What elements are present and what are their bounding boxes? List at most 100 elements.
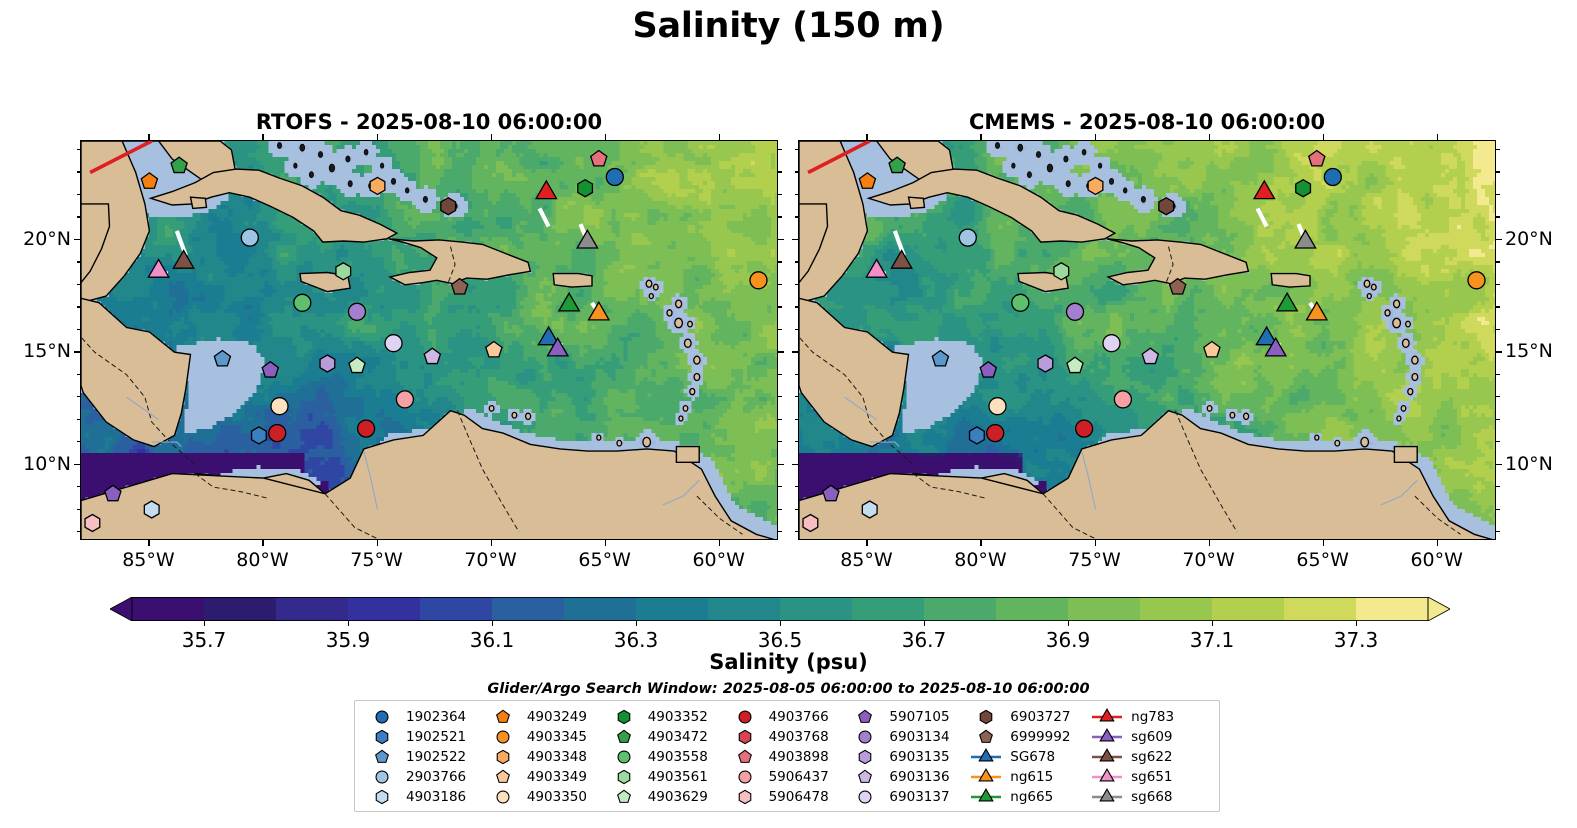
legend-item[interactable]: 2903766 — [365, 767, 486, 787]
legend-item[interactable]: 4903249 — [486, 707, 607, 727]
map-marker[interactable] — [143, 500, 160, 519]
map-marker[interactable] — [1203, 340, 1221, 358]
map-marker[interactable] — [986, 423, 1005, 443]
map-marker[interactable] — [250, 426, 267, 445]
legend-item[interactable]: ng615 — [969, 767, 1090, 787]
map-marker[interactable] — [1295, 178, 1312, 198]
legend-item[interactable]: ng783 — [1090, 707, 1211, 727]
map-marker[interactable] — [104, 484, 122, 502]
map-marker[interactable] — [861, 500, 878, 519]
map-marker[interactable] — [335, 262, 352, 281]
map-marker[interactable] — [557, 291, 581, 312]
map-marker[interactable] — [968, 426, 985, 445]
map-marker[interactable] — [979, 360, 998, 378]
map-marker[interactable] — [395, 390, 415, 409]
map-marker[interactable] — [1168, 277, 1187, 295]
legend-item[interactable]: ng665 — [969, 787, 1090, 807]
legend-item[interactable]: 4903348 — [486, 747, 607, 767]
map-marker[interactable] — [589, 149, 608, 167]
map-marker[interactable] — [268, 423, 287, 443]
map-marker[interactable] — [1264, 336, 1288, 357]
legend-item[interactable]: 4903345 — [486, 727, 607, 747]
map-marker[interactable] — [587, 300, 611, 321]
map-marker[interactable] — [384, 334, 403, 353]
legend-item[interactable]: 4903766 — [728, 707, 849, 727]
map-marker[interactable] — [170, 156, 188, 174]
legend-item[interactable]: 6903134 — [848, 727, 969, 747]
map-marker[interactable] — [213, 349, 232, 367]
map-marker[interactable] — [1074, 419, 1094, 438]
map-marker[interactable] — [537, 325, 560, 346]
map-marker[interactable] — [988, 397, 1007, 416]
map-marker[interactable] — [440, 196, 457, 216]
map-marker[interactable] — [1037, 354, 1054, 373]
legend-item[interactable]: 4903472 — [607, 727, 728, 747]
legend-item[interactable]: 1902522 — [365, 747, 486, 767]
map-cmems[interactable] — [798, 140, 1496, 540]
map-marker[interactable] — [423, 347, 442, 365]
legend-item[interactable]: sg609 — [1090, 727, 1211, 747]
map-marker[interactable] — [534, 179, 558, 200]
legend-item[interactable]: 1902364 — [365, 707, 486, 727]
map-marker[interactable] — [293, 293, 312, 312]
map-marker[interactable] — [1113, 390, 1133, 409]
map-marker[interactable] — [84, 513, 101, 533]
legend-item[interactable]: 5907105 — [848, 707, 969, 727]
legend-item[interactable]: SG678 — [969, 747, 1090, 767]
map-marker[interactable] — [450, 277, 469, 295]
legend-item[interactable]: 6903727 — [969, 707, 1090, 727]
legend-item[interactable]: 4903186 — [365, 787, 486, 807]
legend-item[interactable]: 4903898 — [728, 747, 849, 767]
map-marker[interactable] — [1255, 325, 1278, 346]
map-marker[interactable] — [802, 513, 819, 533]
map-marker[interactable] — [140, 172, 159, 189]
legend-item[interactable]: 4903349 — [486, 767, 607, 787]
map-marker[interactable] — [1294, 229, 1317, 249]
map-marker[interactable] — [1323, 167, 1342, 187]
legend-item[interactable]: sg622 — [1090, 747, 1211, 767]
map-marker[interactable] — [1087, 176, 1104, 196]
map-marker[interactable] — [1158, 196, 1175, 216]
map-rtofs[interactable] — [80, 140, 778, 540]
map-marker[interactable] — [348, 356, 366, 374]
map-marker[interactable] — [546, 336, 570, 357]
legend-item[interactable]: 4903561 — [607, 767, 728, 787]
map-marker[interactable] — [858, 172, 877, 189]
legend-item[interactable]: sg651 — [1090, 767, 1211, 787]
legend-item[interactable]: 5906478 — [728, 787, 849, 807]
legend-item[interactable]: sg668 — [1090, 787, 1211, 807]
map-marker[interactable] — [1053, 262, 1070, 281]
map-marker[interactable] — [1305, 300, 1329, 321]
map-marker[interactable] — [865, 258, 888, 278]
map-marker[interactable] — [888, 156, 906, 174]
map-marker[interactable] — [822, 484, 840, 502]
map-marker[interactable] — [890, 249, 913, 269]
map-marker[interactable] — [1011, 293, 1030, 312]
map-marker[interactable] — [319, 354, 336, 373]
map-marker[interactable] — [240, 228, 259, 247]
map-marker[interactable] — [347, 302, 367, 321]
map-marker[interactable] — [931, 349, 950, 367]
legend-item[interactable]: 5906437 — [728, 767, 849, 787]
map-marker[interactable] — [369, 176, 386, 196]
map-marker[interactable] — [577, 178, 594, 198]
legend-item[interactable]: 4903558 — [607, 747, 728, 767]
legend-item[interactable]: 6903135 — [848, 747, 969, 767]
map-marker[interactable] — [1275, 291, 1299, 312]
legend-item[interactable]: 4903350 — [486, 787, 607, 807]
legend-item[interactable]: 4903768 — [728, 727, 849, 747]
map-marker[interactable] — [1252, 179, 1276, 200]
map-marker[interactable] — [172, 249, 195, 269]
map-marker[interactable] — [605, 167, 624, 187]
map-marker[interactable] — [1065, 302, 1085, 321]
map-marker[interactable] — [749, 271, 768, 290]
legend-item[interactable]: 1902521 — [365, 727, 486, 747]
map-marker[interactable] — [1467, 271, 1486, 290]
map-marker[interactable] — [356, 419, 376, 438]
map-marker[interactable] — [261, 360, 280, 378]
legend-item[interactable]: 6999992 — [969, 727, 1090, 747]
map-marker[interactable] — [576, 229, 599, 249]
map-marker[interactable] — [1307, 149, 1326, 167]
map-marker[interactable] — [1066, 356, 1084, 374]
map-marker[interactable] — [485, 340, 503, 358]
